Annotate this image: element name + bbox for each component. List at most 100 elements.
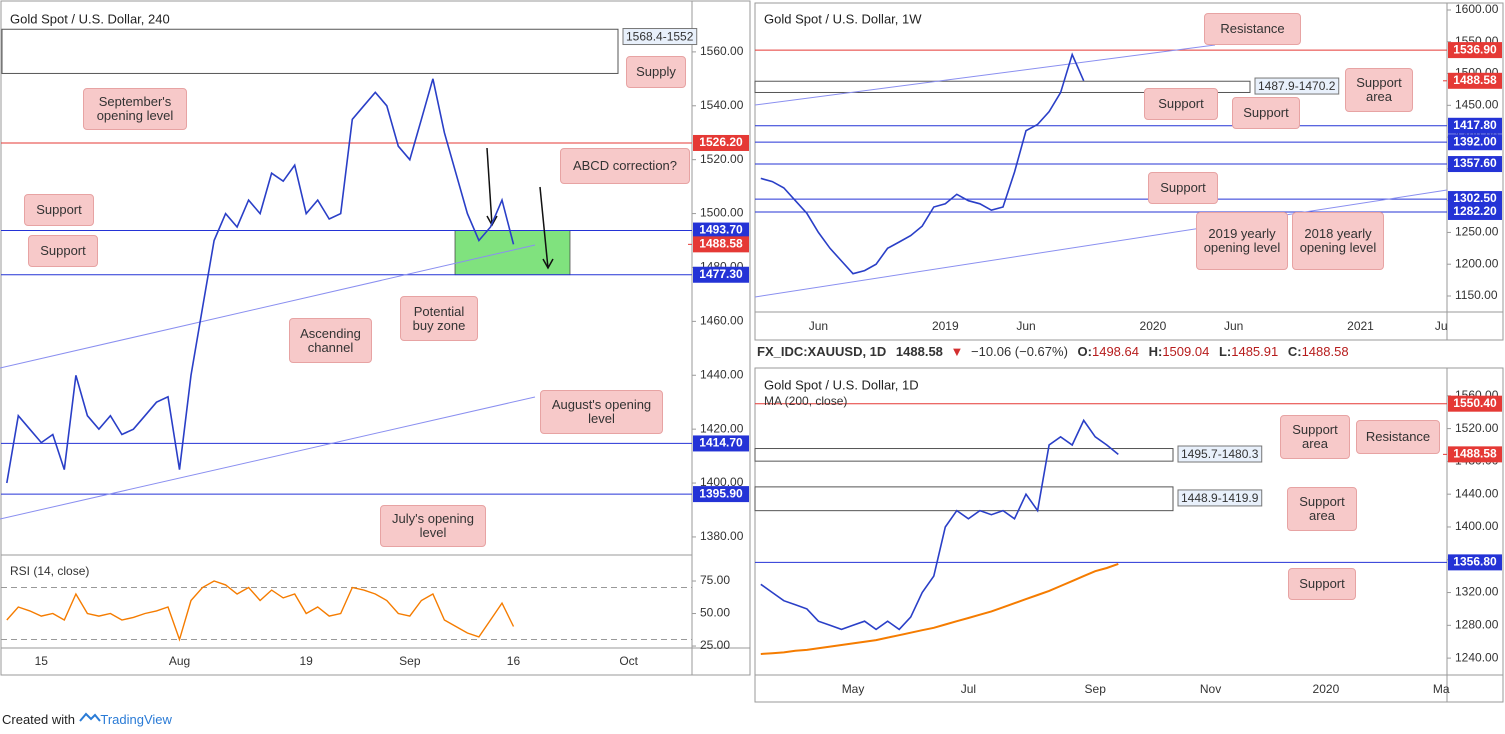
panel-frame [754, 367, 1504, 703]
rsi-line [6, 580, 515, 642]
axis-price-label: 1414.70 [699, 436, 743, 450]
callout: July's opening level [380, 505, 486, 547]
axis-price-label: 1395.90 [699, 486, 743, 500]
axis-price-box [1448, 117, 1502, 134]
panel-frame [754, 2, 1504, 341]
zone [754, 486, 1174, 512]
y-tick-label: 1400.00 [1455, 519, 1499, 533]
axis-price-label: 1477.30 [699, 267, 743, 281]
arrow-head [542, 258, 554, 270]
axis-price-label: 1356.80 [1453, 555, 1497, 569]
price-line [6, 78, 515, 484]
quote-header: FX_IDC:XAUUSD, 1D 1488.58 ▼ −10.06 (−0.6… [757, 344, 1349, 359]
trend-line [0, 244, 536, 369]
axis-price-label: 1526.20 [699, 135, 743, 149]
axis-price-box [1448, 42, 1502, 59]
axis-price-label: 1357.60 [1453, 156, 1497, 170]
y-tick-label: 75.00 [700, 573, 730, 587]
trend-line [0, 396, 536, 520]
axis-price-box [1448, 203, 1502, 220]
price-line [760, 52, 1085, 275]
buy-zone [454, 230, 571, 276]
axis-price-label: 1488.58 [699, 237, 743, 251]
x-tick-label: Sep [1085, 682, 1107, 696]
y-tick-label: 1520.00 [700, 152, 744, 166]
callout: 2018 yearly opening level [1292, 212, 1384, 270]
callout: Ascending channel [289, 318, 372, 363]
last-price: 1488.58 [896, 344, 943, 359]
axis-price-box [693, 236, 749, 253]
callout: Supply [626, 56, 686, 88]
brand-logo [79, 712, 101, 722]
callout: Resistance [1356, 420, 1440, 454]
callout: Support area [1345, 68, 1413, 112]
zone-label: 1568.4-1552 [626, 30, 694, 44]
chart-title: Gold Spot / U.S. Dollar, 1W [764, 11, 922, 26]
axis-price-box [693, 435, 749, 452]
zone-label-box [1177, 489, 1263, 507]
x-tick-label: Aug [169, 654, 190, 668]
callout: Support [28, 235, 98, 267]
y-tick-label: 1440.00 [1455, 486, 1499, 500]
overlay-line [760, 562, 1119, 655]
axis-price-box [1448, 446, 1502, 463]
y-tick-label: 25.00 [700, 638, 730, 652]
zone-label-box [1254, 77, 1340, 95]
zone-label-box [622, 28, 698, 46]
chart-title: Gold Spot / U.S. Dollar, 1D [764, 377, 919, 392]
y-tick-label: 1400.00 [700, 475, 744, 489]
y-tick-label: 1240.00 [1455, 650, 1499, 664]
x-tick-label: 2021 [1347, 319, 1374, 333]
x-tick-label: Jul [961, 682, 976, 696]
ohlc-value: 1485.91 [1231, 344, 1278, 359]
footer-brand: TradingView [100, 712, 172, 727]
callout: August's opening level [540, 390, 663, 434]
axis-price-label: 1302.50 [1453, 191, 1497, 205]
ohlc-label: O: [1078, 344, 1092, 359]
axis-price-box [693, 134, 749, 151]
axis-price-box [1448, 156, 1502, 173]
price-line [760, 418, 1119, 631]
chart-title: Gold Spot / U.S. Dollar, 240 [10, 11, 170, 26]
axis-price-label: 1392.00 [1453, 134, 1497, 148]
x-tick-label: 2020 [1140, 319, 1167, 333]
x-tick-label: Nov [1200, 682, 1221, 696]
x-tick-label: 19 [300, 654, 314, 668]
callout: Support [1232, 97, 1300, 129]
callout: Support [1288, 568, 1356, 600]
y-tick-label: 1560.00 [700, 44, 744, 58]
x-tick-label: Jun [1224, 319, 1243, 333]
overlay-legend: MA (200, close) [764, 394, 847, 408]
y-tick-label: 1460.00 [700, 314, 744, 328]
axis-price-label: 1282.20 [1453, 204, 1497, 218]
ohlc-value: 1509.04 [1162, 344, 1209, 359]
axis-price-label: 1417.80 [1453, 118, 1497, 132]
axis-price-box [693, 266, 749, 283]
zone [754, 448, 1174, 462]
x-tick-label: Ma [1433, 682, 1450, 696]
x-tick-label: Oct [619, 654, 638, 668]
callout: Support [1144, 88, 1218, 120]
footer: Created with TradingView [2, 712, 173, 727]
change-arrow: ▼ [951, 344, 964, 359]
x-tick-label: 16 [507, 654, 521, 668]
y-tick-label: 1200.00 [1455, 256, 1499, 270]
callout: 2019 yearly opening level [1196, 212, 1288, 270]
x-tick-label: 2020 [1313, 682, 1340, 696]
axis-price-label: 1550.40 [1453, 396, 1497, 410]
ohlc-label: L: [1219, 344, 1231, 359]
zone [1, 28, 619, 74]
y-tick-label: 1250.00 [1455, 225, 1499, 239]
ohlc-label: C: [1288, 344, 1302, 359]
y-tick-label: 1500.00 [700, 206, 744, 220]
y-tick-label: 50.00 [700, 606, 730, 620]
axis-price-box [1448, 554, 1502, 571]
axis-price-box [1448, 134, 1502, 151]
axis-price-label: 1493.70 [699, 223, 743, 237]
zone-label: 1487.9-1470.2 [1258, 79, 1336, 93]
zone-label: 1495.7-1480.3 [1181, 447, 1259, 461]
x-tick-label: Sep [399, 654, 421, 668]
y-tick-label: 1150.00 [1455, 288, 1498, 302]
symbol: FX_IDC:XAUUSD, 1D [757, 344, 886, 359]
